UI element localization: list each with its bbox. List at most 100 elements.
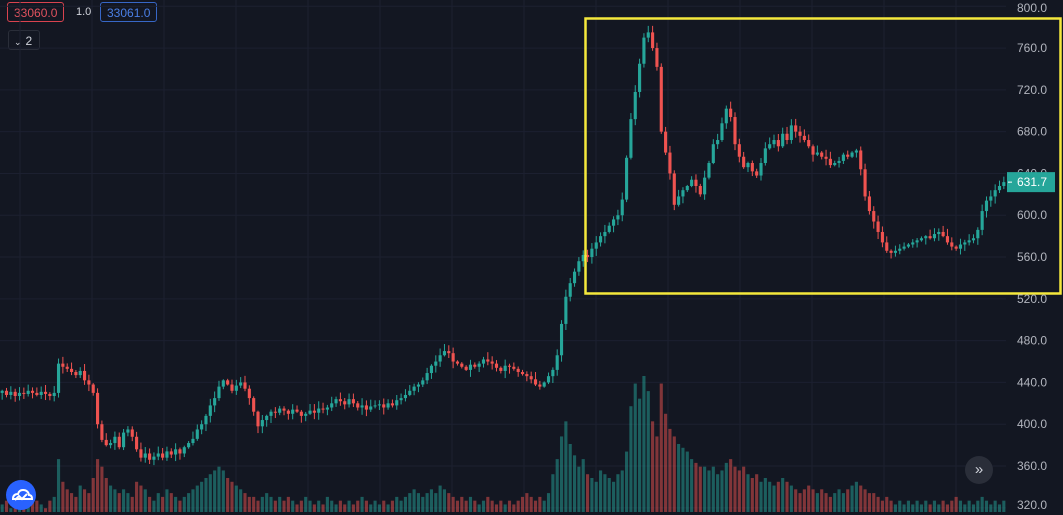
candle-body <box>607 225 611 232</box>
volume-bar <box>581 459 585 512</box>
volume-bar <box>148 496 152 512</box>
candle-body <box>980 211 984 230</box>
volume-bar <box>642 376 646 512</box>
candle-body <box>794 125 798 132</box>
volume-bar <box>87 493 91 512</box>
candle-body <box>672 173 676 205</box>
candle-body <box>369 406 373 410</box>
tradingview-logo[interactable] <box>6 480 36 510</box>
candle-body <box>399 398 403 401</box>
volume-bar <box>39 504 43 512</box>
volume-bar <box>130 496 134 512</box>
candle-body <box>755 171 759 176</box>
candle-body <box>330 403 334 408</box>
volume-bar <box>386 504 390 512</box>
candle-body <box>668 152 672 174</box>
volume-bar <box>96 459 100 512</box>
volume-bar <box>876 496 880 512</box>
candle-body <box>91 384 95 393</box>
volume-bar <box>35 500 39 512</box>
volume-bar <box>221 470 225 512</box>
candle-body <box>885 242 889 251</box>
volume-bar <box>690 459 694 512</box>
volume-bar <box>932 500 937 512</box>
volume-bar <box>546 493 551 512</box>
candle-body <box>477 363 481 367</box>
volume-bar <box>239 489 243 512</box>
volume-bar <box>61 481 65 512</box>
volume-bar <box>43 508 48 512</box>
candle-body <box>382 404 386 408</box>
candle-body <box>932 234 937 239</box>
volume-bar <box>984 500 989 512</box>
candle-body <box>325 407 329 410</box>
candle-body <box>928 236 932 239</box>
volume-bar <box>243 493 247 512</box>
candle-body <box>629 119 633 158</box>
candle-body <box>256 411 260 427</box>
volume-bar <box>139 485 143 512</box>
candle-body <box>716 140 720 145</box>
candle-body <box>182 447 186 454</box>
volume-bar <box>967 500 971 512</box>
volume-bar <box>629 406 633 512</box>
volume-bar <box>698 466 702 512</box>
candle-body <box>30 390 35 393</box>
volume-bar <box>265 493 269 512</box>
candle-body <box>612 219 616 226</box>
volume-bar <box>950 500 954 512</box>
volume-bar <box>672 436 676 512</box>
candle-body <box>971 238 976 241</box>
sell-price-button[interactable]: 33060.0 <box>7 2 65 22</box>
volume-bar <box>668 428 672 512</box>
candle-body <box>577 261 581 272</box>
volume-bar <box>737 470 741 512</box>
volume-bar <box>729 459 733 512</box>
candle-body <box>282 408 286 411</box>
chevron-down-icon: ⌄ <box>14 37 22 47</box>
candle-body <box>434 361 438 366</box>
volume-bar <box>56 459 61 512</box>
candle-body <box>230 384 234 391</box>
volume-bar <box>104 478 108 512</box>
volume-bar <box>924 500 928 512</box>
candle-body <box>551 369 555 377</box>
volume-bar <box>512 504 516 512</box>
candle-body <box>135 436 139 450</box>
volume-bar <box>742 466 746 512</box>
scroll-to-realtime-button[interactable]: » <box>965 456 993 484</box>
volume-bar <box>594 481 598 512</box>
volume-bar <box>486 496 490 512</box>
candle-body <box>104 439 108 446</box>
candle-body <box>950 242 954 247</box>
volume-bar <box>815 493 819 512</box>
volume-bar <box>182 496 186 512</box>
volume-bar <box>685 451 689 512</box>
buy-price-button[interactable]: 33061.0 <box>100 2 158 22</box>
volume-bar <box>312 504 316 512</box>
volume-bar <box>906 500 910 512</box>
volume-bar <box>733 466 737 512</box>
candle-body <box>117 436 121 448</box>
candle-body <box>677 196 681 205</box>
indicators-toggle-button[interactable]: ⌄ 2 <box>8 30 40 50</box>
volume-bar <box>720 470 724 512</box>
volume-bar <box>100 466 104 512</box>
candle-body <box>954 246 958 249</box>
candle-body <box>620 199 624 216</box>
volume-bar <box>317 500 321 512</box>
candle-body <box>0 390 4 393</box>
volume-bar <box>755 474 759 512</box>
volume-bar <box>980 496 984 512</box>
candle-body <box>655 48 659 67</box>
candle-body <box>846 154 850 157</box>
volume-bar <box>187 493 191 512</box>
volume-bar <box>958 500 963 512</box>
volume-bar <box>143 489 147 512</box>
candle-body <box>43 391 48 394</box>
candle-body <box>56 363 61 393</box>
volume-bar <box>750 478 754 512</box>
volume-bar <box>915 500 919 512</box>
volume-bar <box>716 474 720 512</box>
